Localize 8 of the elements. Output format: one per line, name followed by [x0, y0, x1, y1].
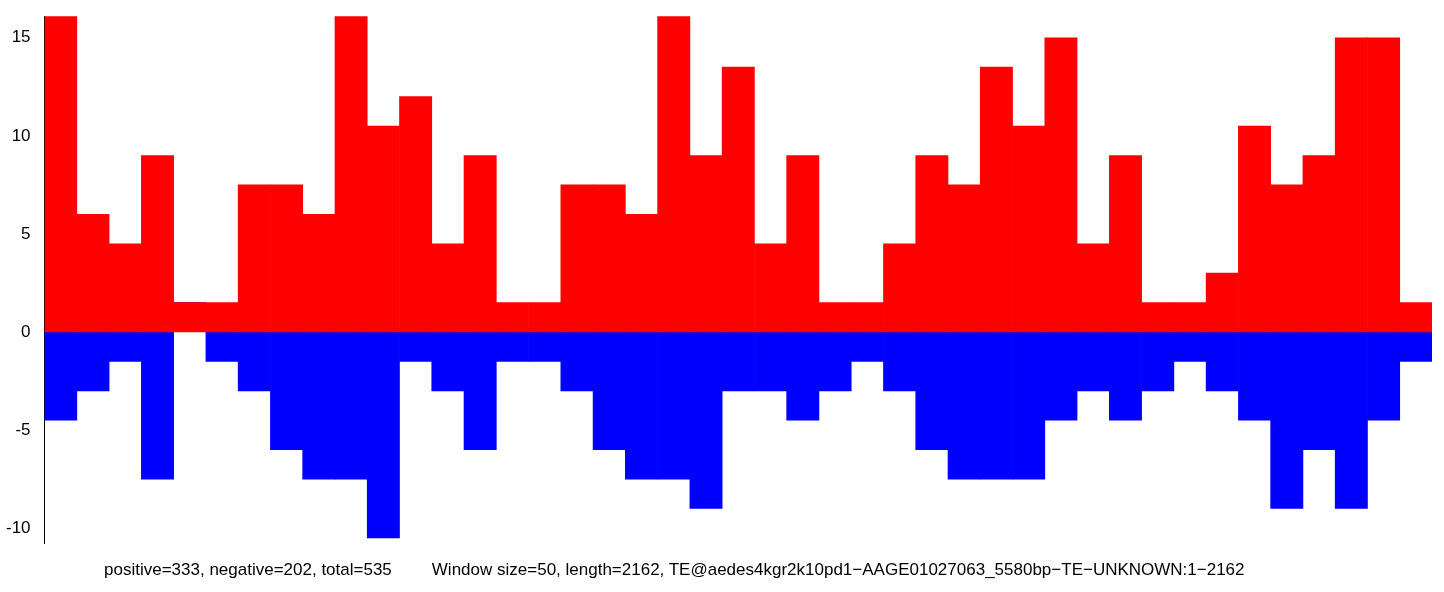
text: positive=333, negative=202, total=535 — [104, 560, 392, 580]
text: Window size=50, length=2162, TE@aedes4kgr2k10pd1−AAGE01027063_5580bp−TE−UNKNOWN:1−2162 — [431, 560, 1245, 580]
y-tick-label: 15 — [11, 27, 31, 47]
y-tick-label: 0 — [21, 321, 31, 341]
y-tick-label: -10 — [5, 517, 31, 537]
y-tick-label: 5 — [21, 223, 31, 243]
y-tick-label: 10 — [11, 125, 31, 145]
y-tick-label: -5 — [15, 419, 31, 439]
